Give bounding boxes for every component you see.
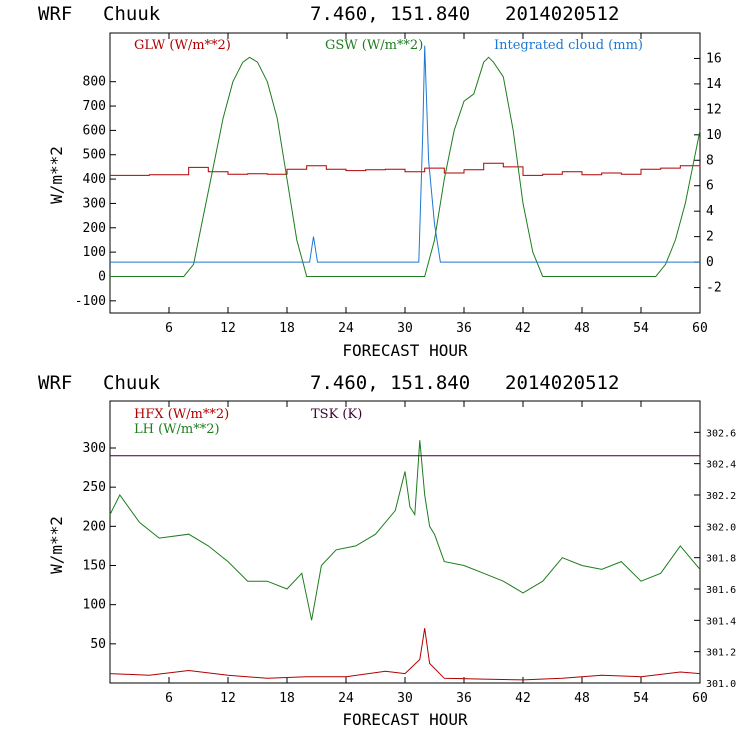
chart2-coords-label: 7.460, 151.840 <box>310 372 470 394</box>
x-tick-label: 12 <box>220 321 236 336</box>
chart1-ylabel: W/m**2 <box>47 146 66 204</box>
x-tick-label: 60 <box>692 691 708 706</box>
y2-tick-label: 14 <box>706 77 722 92</box>
series-line-gsw <box>110 56 701 277</box>
chart2-legend-tsk: TSK (K) <box>311 407 362 422</box>
x-tick-label: 30 <box>397 321 413 336</box>
y-tick-label: 600 <box>83 123 106 138</box>
y-tick-label: 100 <box>83 598 106 613</box>
series-line-integrated <box>110 45 700 263</box>
y2-tick-label: 16 <box>706 51 722 66</box>
y-tick-label: 800 <box>83 75 106 90</box>
series-line-lh <box>109 440 701 621</box>
y2-tick-label: -2 <box>706 281 722 296</box>
y-tick-label: 300 <box>83 196 106 211</box>
y2-tick-label: 0 <box>706 255 714 270</box>
x-tick-label: 60 <box>692 321 708 336</box>
chart2-location-label: Chuuk <box>103 372 161 394</box>
x-tick-label: 54 <box>633 691 649 706</box>
x-tick-label: 12 <box>220 691 236 706</box>
chart1-coords-label: 7.460, 151.840 <box>310 3 470 25</box>
x-tick-label: 42 <box>515 321 531 336</box>
y2-tick-label: 8 <box>706 153 714 168</box>
y2-tick-label: 301.6 <box>706 585 736 596</box>
y2-tick-label: 301.4 <box>706 616 736 627</box>
y2-tick-label: 6 <box>706 179 714 194</box>
y2-tick-label: 12 <box>706 102 722 117</box>
x-tick-label: 42 <box>515 691 531 706</box>
y-tick-label: 200 <box>83 221 106 236</box>
x-tick-label: 36 <box>456 691 472 706</box>
y-tick-label: 0 <box>98 269 106 284</box>
x-tick-label: 24 <box>338 691 354 706</box>
y-tick-label: 500 <box>83 148 106 163</box>
chart1-date-label: 2014020512 <box>505 3 619 25</box>
y2-tick-label: 301.8 <box>706 554 736 565</box>
y2-tick-label: 4 <box>706 204 714 219</box>
y2-tick-label: 2 <box>706 230 714 245</box>
chart1-legend-gsw: GSW (W/m**2) <box>325 38 423 53</box>
x-tick-label: 54 <box>633 321 649 336</box>
y-tick-label: 700 <box>83 99 106 114</box>
y-tick-label: 100 <box>83 245 106 260</box>
x-tick-label: 18 <box>279 691 295 706</box>
chart2-model-label: WRF <box>38 372 72 394</box>
y2-tick-label: 302.0 <box>706 522 736 533</box>
y-tick-label: 200 <box>83 519 106 534</box>
x-tick-label: 30 <box>397 691 413 706</box>
chart1-model-label: WRF <box>38 3 72 25</box>
y-tick-label: 150 <box>83 559 106 574</box>
y-tick-label: 400 <box>83 172 106 187</box>
chart1-legend-cloud: Integrated cloud (mm) <box>494 38 643 53</box>
y2-tick-label: 302.4 <box>706 460 736 471</box>
x-tick-label: 36 <box>456 321 472 336</box>
y2-tick-label: 302.2 <box>706 491 736 502</box>
y2-tick-label: 301.2 <box>706 648 736 659</box>
chart2-legend-lh: LH (W/m**2) <box>134 422 220 437</box>
y2-tick-label: 10 <box>706 128 722 143</box>
series-line-hfx <box>109 628 701 681</box>
y-tick-label: 250 <box>83 480 106 495</box>
y-tick-label: 50 <box>90 637 106 652</box>
chart1-xlabel: FORECAST HOUR <box>342 341 468 360</box>
chart1-location-label: Chuuk <box>103 3 161 25</box>
x-tick-label: 18 <box>279 321 295 336</box>
x-tick-label: 48 <box>574 691 590 706</box>
chart2-plot-frame <box>109 400 701 684</box>
series-line-glw <box>110 162 701 176</box>
y2-tick-label: 301.0 <box>706 679 736 690</box>
chart2-xlabel: FORECAST HOUR <box>342 710 468 729</box>
x-tick-label: 24 <box>338 321 354 336</box>
chart1-legend-glw: GLW (W/m**2) <box>134 38 231 53</box>
x-tick-label: 6 <box>165 321 173 336</box>
y-tick-label: 300 <box>83 441 106 456</box>
y-tick-label: -100 <box>75 294 106 309</box>
chart2-ylabel: W/m**2 <box>47 516 66 574</box>
x-tick-label: 48 <box>574 321 590 336</box>
chart2-legend-hfx: HFX (W/m**2) <box>134 407 229 422</box>
y2-tick-label: 302.6 <box>706 428 736 439</box>
x-tick-label: 6 <box>165 691 173 706</box>
chart2-date-label: 2014020512 <box>505 372 619 394</box>
